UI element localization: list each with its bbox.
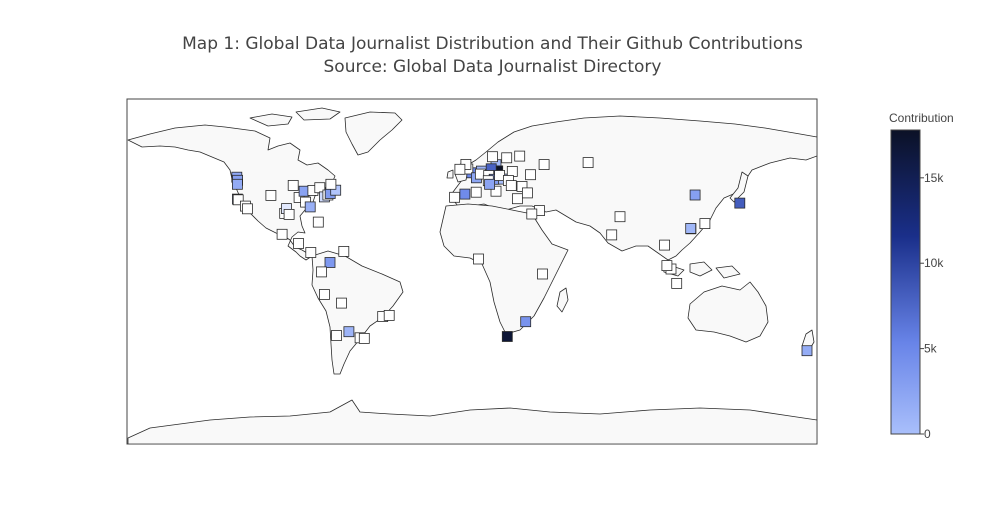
colorbar: Contribution 0 5k 10k 15k xyxy=(889,111,954,441)
map-title-line1: Map 1: Global Data Journalist Distributi… xyxy=(182,34,803,54)
journalist-marker[interactable] xyxy=(514,150,526,162)
journalist-markers xyxy=(231,150,813,357)
colorbar-tick-label: 5k xyxy=(924,342,938,356)
colorbar-tick-label: 15k xyxy=(924,171,944,185)
journalist-marker[interactable] xyxy=(801,345,813,357)
journalist-marker[interactable] xyxy=(338,245,350,257)
journalist-marker[interactable] xyxy=(265,189,277,201)
colorbar-ticks: 0 5k 10k 15k xyxy=(920,171,944,441)
landmass-japan xyxy=(729,171,749,203)
journalist-marker[interactable] xyxy=(470,186,482,198)
colorbar-title: Contribution xyxy=(889,111,954,125)
journalist-marker[interactable] xyxy=(449,191,461,203)
journalist-marker[interactable] xyxy=(293,238,304,249)
journalist-marker[interactable] xyxy=(231,178,243,190)
journalist-marker[interactable] xyxy=(659,239,670,251)
journalist-marker[interactable] xyxy=(383,309,395,321)
journalist-marker[interactable] xyxy=(232,194,244,206)
journalist-marker[interactable] xyxy=(538,159,550,171)
journalist-marker[interactable] xyxy=(304,201,316,213)
journalist-marker[interactable] xyxy=(522,187,533,199)
journalist-marker[interactable] xyxy=(318,289,330,300)
journalist-marker[interactable] xyxy=(241,203,253,215)
journalist-marker[interactable] xyxy=(325,178,337,190)
colorbar-gradient xyxy=(890,129,921,435)
journalist-marker[interactable] xyxy=(501,152,513,164)
journalist-marker[interactable] xyxy=(685,222,697,234)
colorbar-tick-label: 10k xyxy=(924,256,944,270)
journalist-marker[interactable] xyxy=(582,157,594,169)
landmass-north-america xyxy=(127,124,336,261)
journalist-marker[interactable] xyxy=(305,247,317,258)
journalist-marker[interactable] xyxy=(526,208,538,220)
journalist-marker[interactable] xyxy=(512,193,523,205)
map-title: Map 1: Global Data Journalist Distributi… xyxy=(0,33,985,79)
journalist-marker[interactable] xyxy=(501,331,513,342)
journalist-marker[interactable] xyxy=(506,165,518,177)
journalist-marker[interactable] xyxy=(316,266,327,278)
land-layer xyxy=(127,107,817,444)
journalist-marker[interactable] xyxy=(459,188,471,200)
journalist-marker[interactable] xyxy=(283,208,295,220)
landmass-madagascar xyxy=(556,287,569,313)
journalist-marker[interactable] xyxy=(343,326,355,338)
journalist-marker[interactable] xyxy=(331,330,342,341)
journalist-marker[interactable] xyxy=(336,297,347,309)
journalist-marker[interactable] xyxy=(525,169,536,181)
journalist-marker[interactable] xyxy=(454,163,466,175)
journalist-marker[interactable] xyxy=(484,178,496,190)
journalist-marker[interactable] xyxy=(505,180,517,192)
colorbar-tick-label: 0 xyxy=(924,427,931,441)
journalist-marker[interactable] xyxy=(276,228,288,240)
journalist-marker[interactable] xyxy=(473,253,484,265)
journalist-marker[interactable] xyxy=(287,179,299,191)
journalist-marker[interactable] xyxy=(487,151,498,163)
journalist-marker[interactable] xyxy=(661,260,673,272)
journalist-marker[interactable] xyxy=(606,229,618,241)
journalist-marker[interactable] xyxy=(312,216,324,228)
journalist-marker[interactable] xyxy=(324,257,336,268)
landmass-australia xyxy=(687,281,769,343)
landmass-arctic-islands xyxy=(249,107,341,127)
journalist-marker[interactable] xyxy=(671,277,683,289)
journalist-marker[interactable] xyxy=(699,218,711,230)
journalist-marker[interactable] xyxy=(358,332,370,344)
journalist-marker[interactable] xyxy=(734,197,746,209)
landmass-south-america xyxy=(311,250,404,375)
journalist-marker[interactable] xyxy=(516,180,528,192)
journalist-marker[interactable] xyxy=(537,268,548,280)
journalist-marker[interactable] xyxy=(614,211,626,223)
landmass-greenland xyxy=(344,111,403,156)
map-subtitle: Source: Global Data Journalist Directory xyxy=(323,57,662,77)
landmass-africa xyxy=(439,203,569,335)
landmass-eurasia xyxy=(449,115,817,261)
journalist-marker[interactable] xyxy=(490,185,502,197)
landmass-antarctica xyxy=(127,399,817,444)
journalist-marker[interactable] xyxy=(689,189,701,201)
journalist-marker[interactable] xyxy=(520,316,532,328)
